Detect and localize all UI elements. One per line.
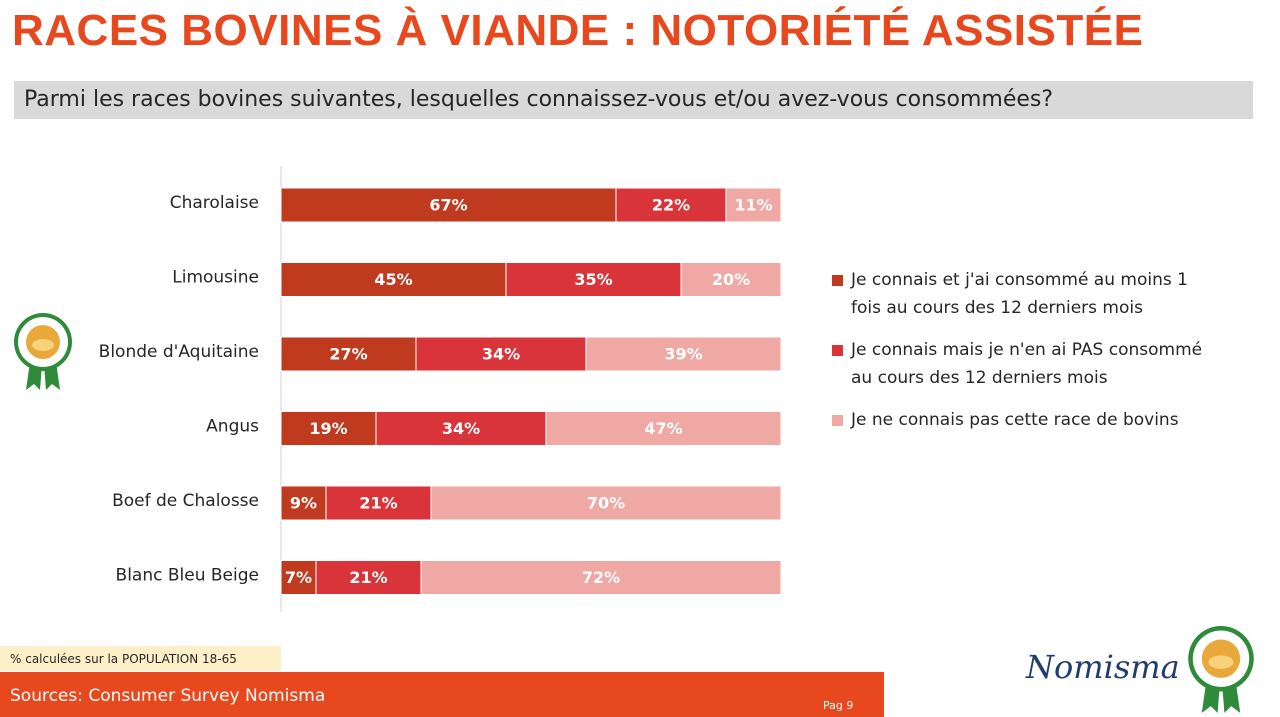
data-label: 7%: [285, 568, 312, 587]
bar-segment: [280, 485, 327, 521]
legend-item-consumed: Je connais et j'ai consommé au moins 1 f…: [830, 266, 1210, 322]
data-label: 72%: [582, 568, 620, 587]
data-label: 27%: [329, 345, 367, 364]
data-label: 34%: [442, 419, 480, 438]
bar-segment: [680, 262, 782, 297]
bar-segment: [545, 411, 782, 446]
data-label: 21%: [349, 568, 387, 587]
category-label: Boef de Chalosse: [112, 491, 259, 511]
data-label: 47%: [644, 419, 682, 438]
blonde-aquitaine-seal-footer-icon: [1188, 625, 1254, 713]
bar-segment: [420, 560, 782, 595]
nomisma-logo: Nomisma: [1026, 648, 1180, 686]
data-label: 22%: [652, 196, 690, 215]
bar-segment: [325, 485, 432, 521]
bar-segment: [375, 411, 547, 446]
legend-label-known-not-consumed: Je connais mais je n'en ai PAS consommé …: [851, 340, 1203, 388]
population-footnote: % calculées sur la POPULATION 18-65: [0, 646, 281, 671]
footnote-text: % calculées sur la POPULATION 18-65: [10, 652, 237, 666]
data-label: 9%: [290, 494, 317, 513]
question-banner: Parmi les races bovines suivantes, lesqu…: [14, 81, 1253, 119]
data-label: 34%: [482, 345, 520, 364]
seal-footer-cow: [1208, 655, 1234, 669]
legend-item-unknown: Je ne connais pas cette race de bovins: [830, 406, 1210, 434]
legend-label-unknown: Je ne connais pas cette race de bovins: [851, 410, 1179, 430]
legend-swatch-known-not-consumed: [832, 345, 843, 356]
bar-segment: [725, 187, 782, 223]
bar-segment: [280, 411, 377, 446]
data-label: 21%: [359, 494, 397, 513]
blonde-aquitaine-seal-icon: [14, 313, 72, 390]
bar-segment: [585, 336, 782, 372]
category-label: Blonde d'Aquitaine: [99, 342, 259, 362]
category-label: Limousine: [172, 268, 259, 288]
data-label: 11%: [734, 196, 772, 215]
data-label: 67%: [429, 196, 467, 215]
data-label: 35%: [574, 270, 612, 289]
question-text: Parmi les races bovines suivantes, lesqu…: [24, 87, 1054, 112]
bar-segment: [280, 560, 317, 595]
legend-label-consumed: Je connais et j'ai consommé au moins 1 f…: [851, 270, 1188, 318]
category-label: Angus: [206, 417, 259, 437]
page-title: RACES BOVINES À VIANDE : NOTORIÉTÉ ASSIS…: [12, 6, 1144, 55]
stacked-bar-chart: Charolaise 67% 22% 11% Limousine 45% 35% 20% Blo…: [99, 166, 782, 612]
data-label: 20%: [712, 270, 750, 289]
sources-bar: Sources: Consumer Survey Nomisma Pag 9: [0, 672, 884, 717]
bar-segment: [430, 485, 782, 521]
legend-swatch-unknown: [832, 415, 843, 426]
sources-text: Sources: Consumer Survey Nomisma: [10, 686, 326, 706]
category-label: Blanc Bleu Beige: [116, 566, 259, 586]
bar-segment: [615, 187, 727, 223]
page-number: Pag 9: [823, 699, 854, 712]
bar-segment: [315, 560, 422, 595]
chart-legend: Je connais et j'ai consommé au moins 1 f…: [830, 266, 1210, 448]
data-label: 39%: [664, 345, 702, 364]
data-label: 70%: [587, 494, 625, 513]
category-label: Charolaise: [170, 193, 259, 213]
data-label: 45%: [374, 270, 412, 289]
seal-cow: [32, 339, 54, 351]
legend-item-known-not-consumed: Je connais mais je n'en ai PAS consommé …: [830, 336, 1210, 392]
legend-swatch-consumed: [832, 275, 843, 286]
data-label: 19%: [309, 419, 347, 438]
